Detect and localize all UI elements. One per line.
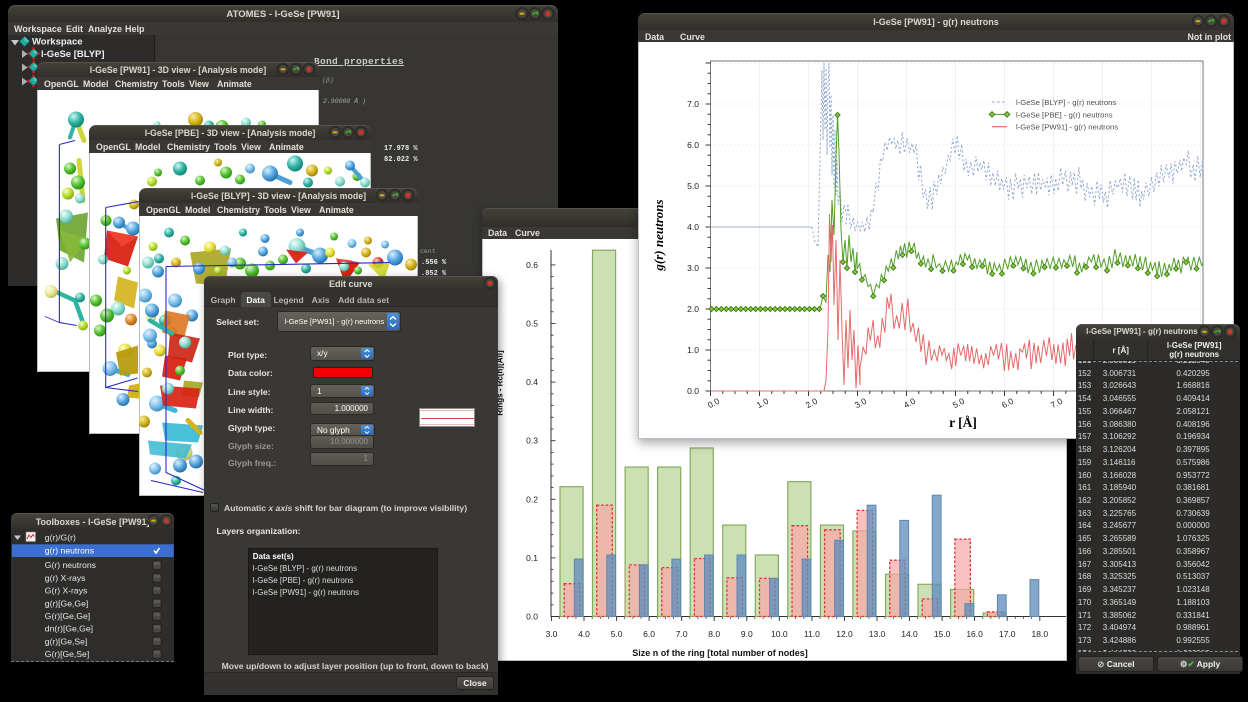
- svg-text:0.6: 0.6: [526, 260, 538, 270]
- svg-text:0.4: 0.4: [526, 377, 538, 387]
- svg-text:3.0: 3.0: [687, 263, 699, 273]
- svg-text:g(r) X-rays: g(r) X-rays: [45, 572, 86, 582]
- svg-text:17.0: 17.0: [999, 629, 1016, 639]
- svg-text:r [Å]: r [Å]: [949, 415, 977, 430]
- svg-text:l-GeSe [BLYP]: l-GeSe [BLYP]: [41, 49, 105, 60]
- svg-text:9.0: 9.0: [741, 629, 753, 639]
- svg-text:4.0: 4.0: [578, 629, 590, 639]
- svg-text:g(r)[Ge,Ge]: g(r)[Ge,Ge]: [45, 598, 88, 608]
- svg-text:5.0: 5.0: [611, 629, 623, 639]
- svg-text:0.0: 0.0: [706, 396, 721, 411]
- svg-text:1.0: 1.0: [687, 345, 699, 355]
- svg-text:g(r) neutrons: g(r) neutrons: [651, 199, 666, 271]
- svg-text:dn(r)[Ge,Ge]: dn(r)[Ge,Ge]: [45, 623, 93, 633]
- svg-text:2.0: 2.0: [804, 396, 819, 411]
- svg-text:G(r)[Ge,Se]: G(r)[Ge,Se]: [45, 649, 89, 659]
- svg-text:g(r)/G(r): g(r)/G(r): [45, 532, 76, 542]
- svg-text:0.2: 0.2: [526, 494, 538, 504]
- svg-text:2.0: 2.0: [687, 304, 699, 314]
- svg-text:0.0: 0.0: [526, 612, 538, 622]
- svg-text:G(r)[Ge,Ge]: G(r)[Ge,Ge]: [45, 611, 90, 621]
- svg-text:14.0: 14.0: [901, 629, 918, 639]
- svg-text:3.0: 3.0: [853, 396, 868, 411]
- svg-text:l-GeSe [BLYP] - g(r) neutrons: l-GeSe [BLYP] - g(r) neutrons: [1016, 98, 1116, 107]
- svg-text:10.0: 10.0: [771, 629, 788, 639]
- svg-text:4.0: 4.0: [687, 222, 699, 232]
- svg-text:3.0: 3.0: [546, 629, 558, 639]
- svg-text:6.0: 6.0: [687, 140, 699, 150]
- svg-text:7.0: 7.0: [1049, 396, 1064, 411]
- svg-text:Size n of the ring [total numb: Size n of the ring [total number of node…: [632, 648, 808, 658]
- svg-text:5.0: 5.0: [951, 396, 966, 411]
- svg-text:0.3: 0.3: [526, 436, 538, 446]
- svg-text:G(r) neutrons: G(r) neutrons: [45, 560, 96, 570]
- svg-text:Rings - Rc(n)[All]: Rings - Rc(n)[All]: [496, 350, 505, 416]
- svg-text:8.0: 8.0: [708, 629, 720, 639]
- svg-text:6.0: 6.0: [1000, 396, 1015, 411]
- svg-text:0.5: 0.5: [526, 319, 538, 329]
- svg-text:G(r) X-rays: G(r) X-rays: [45, 585, 88, 595]
- svg-text:0.0: 0.0: [687, 386, 699, 396]
- svg-text:12.0: 12.0: [836, 629, 853, 639]
- svg-text:l-GeSe [PW91] - g(r) neutrons: l-GeSe [PW91] - g(r) neutrons: [1016, 123, 1118, 132]
- svg-text:g(r) neutrons: g(r) neutrons: [45, 545, 94, 555]
- svg-text:g(r)[Ge,Se]: g(r)[Ge,Se]: [45, 636, 88, 646]
- svg-text:0.1: 0.1: [526, 553, 538, 563]
- svg-text:1.0: 1.0: [755, 396, 770, 411]
- svg-text:18.0: 18.0: [1032, 629, 1049, 639]
- svg-text:7.0: 7.0: [676, 629, 688, 639]
- svg-text:l-GeSe [PBE] - g(r) neutrons: l-GeSe [PBE] - g(r) neutrons: [1016, 110, 1113, 119]
- svg-text:16.0: 16.0: [966, 629, 983, 639]
- svg-text:dn(r)[Ge,Se]: dn(r)[Ge,Se]: [45, 661, 92, 662]
- svg-text:13.0: 13.0: [869, 629, 886, 639]
- svg-text:7.0: 7.0: [687, 99, 699, 109]
- svg-text:5.0: 5.0: [687, 181, 699, 191]
- svg-text:4.0: 4.0: [902, 396, 917, 411]
- svg-text:11.0: 11.0: [804, 629, 820, 639]
- svg-text:15.0: 15.0: [934, 629, 951, 639]
- svg-text:6.0: 6.0: [643, 629, 655, 639]
- svg-text:Workspace: Workspace: [32, 37, 83, 48]
